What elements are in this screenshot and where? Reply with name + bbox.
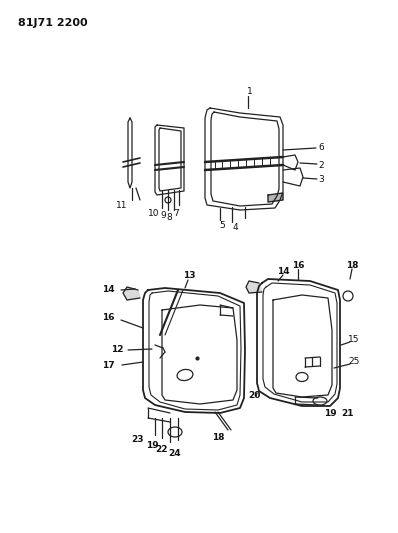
Text: 19: 19	[146, 440, 158, 449]
Text: 12: 12	[111, 345, 123, 354]
Text: 18: 18	[346, 261, 358, 270]
Text: 21: 21	[341, 409, 353, 418]
Text: 19: 19	[324, 409, 336, 418]
Text: 14: 14	[277, 266, 289, 276]
Text: 20: 20	[248, 392, 260, 400]
Text: 5: 5	[219, 222, 225, 230]
Text: 24: 24	[169, 448, 181, 457]
Text: 18: 18	[212, 433, 224, 442]
Text: 14: 14	[101, 286, 114, 295]
Text: 1: 1	[247, 87, 253, 96]
Text: 10: 10	[148, 209, 160, 219]
Text: 4: 4	[232, 223, 238, 232]
Polygon shape	[268, 193, 283, 202]
Polygon shape	[123, 287, 140, 300]
Polygon shape	[246, 281, 262, 293]
Text: 22: 22	[156, 446, 168, 455]
Text: 11: 11	[116, 200, 128, 209]
Text: 9: 9	[160, 212, 166, 221]
Text: 16: 16	[102, 313, 114, 322]
Text: 2: 2	[318, 160, 324, 169]
Text: 6: 6	[318, 143, 324, 152]
Text: 13: 13	[183, 271, 195, 280]
Text: 25: 25	[348, 358, 360, 367]
Text: 7: 7	[173, 209, 179, 219]
Text: 8: 8	[166, 214, 172, 222]
Text: 81J71 2200: 81J71 2200	[18, 18, 88, 28]
Text: 17: 17	[101, 360, 114, 369]
Text: 16: 16	[292, 261, 304, 270]
Text: 23: 23	[132, 435, 144, 445]
Text: 15: 15	[348, 335, 360, 344]
Text: 3: 3	[318, 175, 324, 184]
